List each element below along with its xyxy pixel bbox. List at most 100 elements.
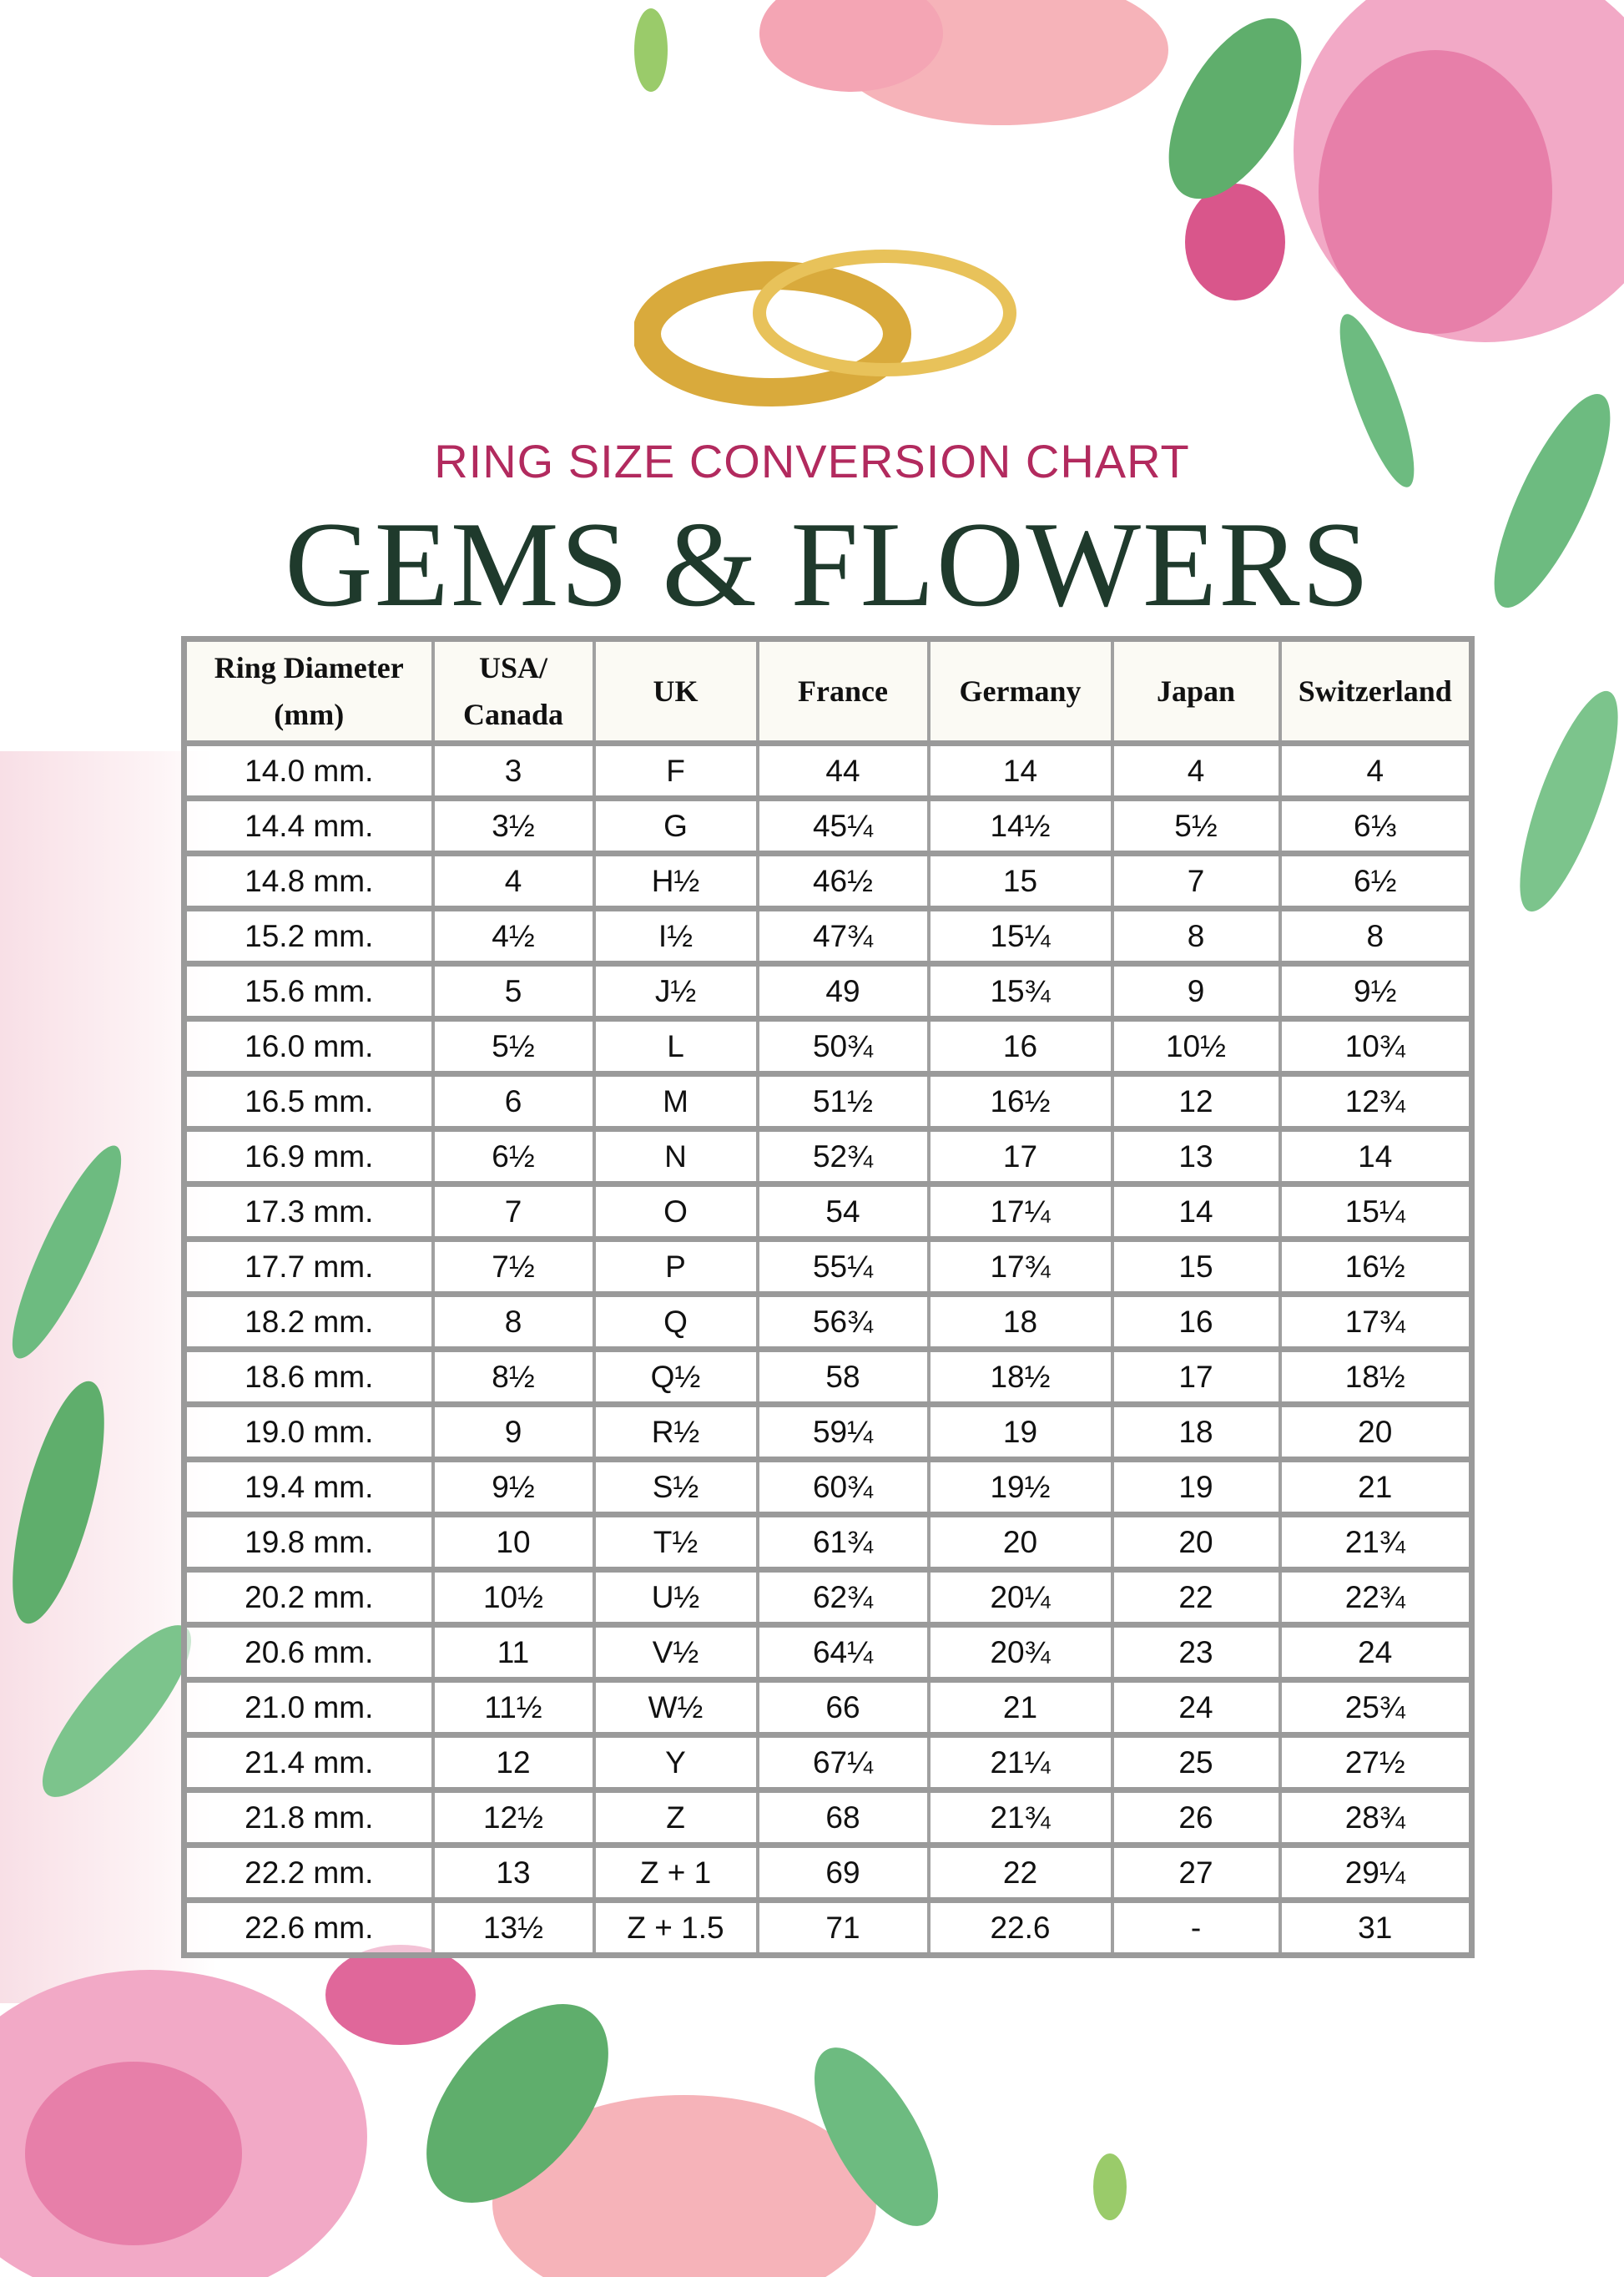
cell-uk: W½ (592, 1678, 759, 1737)
cell-germany: 16 (926, 1017, 1114, 1076)
cell-uk: L (592, 1017, 759, 1076)
cell-diameter: 15.6 mm. (182, 962, 435, 1021)
cell-uk: Q (592, 1292, 759, 1351)
cell-france: 67¼ (755, 1733, 931, 1792)
cell-usa: 13 (431, 1843, 596, 1902)
cell-diameter: 16.0 mm. (182, 1017, 435, 1076)
cell-usa: 8½ (431, 1347, 596, 1406)
cell-uk: J½ (592, 962, 759, 1021)
cell-france: 54 (755, 1182, 931, 1241)
cell-diameter: 21.4 mm. (182, 1733, 435, 1792)
cell-japan: 15 (1110, 1237, 1282, 1296)
cell-germany: 17¼ (926, 1182, 1114, 1241)
cell-france: 50¾ (755, 1017, 931, 1076)
cell-germany: 18½ (926, 1347, 1114, 1406)
cell-uk: M (592, 1072, 759, 1131)
column-header-germany: Germany (926, 637, 1114, 745)
cell-usa: 6½ (431, 1127, 596, 1186)
cell-germany: 15 (926, 851, 1114, 911)
cell-germany: 15¼ (926, 906, 1114, 966)
cell-switzerland: 4 (1278, 741, 1474, 800)
table-row: 20.2 mm. 10½ U½ 62¾ 20¼ 22 22¾ (182, 1568, 1474, 1627)
cell-uk: P (592, 1237, 759, 1296)
cell-germany: 16½ (926, 1072, 1114, 1131)
cell-japan: 27 (1110, 1843, 1282, 1902)
cell-usa: 3 (431, 741, 596, 800)
table-row: 18.6 mm. 8½ Q½ 58 18½ 17 18½ (182, 1347, 1474, 1406)
cell-switzerland: 8 (1278, 906, 1474, 966)
cell-usa: 13½ (431, 1898, 596, 1957)
cell-usa: 12 (431, 1733, 596, 1792)
cell-usa: 7 (431, 1182, 596, 1241)
cell-japan: 7 (1110, 851, 1282, 911)
table-row: 15.2 mm. 4½ I½ 47¾ 15¼ 8 8 (182, 906, 1474, 966)
cell-diameter: 14.0 mm. (182, 741, 435, 800)
cell-uk: O (592, 1182, 759, 1241)
cell-uk: H½ (592, 851, 759, 911)
table-row: 16.5 mm. 6 M 51½ 16½ 12 12¾ (182, 1072, 1474, 1131)
table-row: 14.8 mm. 4 H½ 46½ 15 7 6½ (182, 851, 1474, 911)
cell-diameter: 20.6 mm. (182, 1623, 435, 1682)
cell-diameter: 18.2 mm. (182, 1292, 435, 1351)
cell-france: 62¾ (755, 1568, 931, 1627)
cell-usa: 8 (431, 1292, 596, 1351)
cell-uk: S½ (592, 1457, 759, 1517)
gold-rings-image (634, 250, 1016, 406)
cell-switzerland: 28¾ (1278, 1788, 1474, 1847)
table-row: 17.7 mm. 7½ P 55¼ 17¾ 15 16½ (182, 1237, 1474, 1296)
cell-switzerland: 20 (1278, 1402, 1474, 1462)
cell-switzerland: 12¾ (1278, 1072, 1474, 1131)
cell-france: 60¾ (755, 1457, 931, 1517)
cell-france: 68 (755, 1788, 931, 1847)
cell-germany: 19 (926, 1402, 1114, 1462)
cell-usa: 4 (431, 851, 596, 911)
cell-usa: 7½ (431, 1237, 596, 1296)
cell-switzerland: 18½ (1278, 1347, 1474, 1406)
cell-japan: 26 (1110, 1788, 1282, 1847)
cell-uk: N (592, 1127, 759, 1186)
chart-subtitle: RING SIZE CONVERSION CHART (434, 435, 1190, 487)
cell-diameter: 20.2 mm. (182, 1568, 435, 1627)
cell-japan: 18 (1110, 1402, 1282, 1462)
table-row: 16.0 mm. 5½ L 50¾ 16 10½ 10¾ (182, 1017, 1474, 1076)
table-row: 21.0 mm. 11½ W½ 66 21 24 25¾ (182, 1678, 1474, 1737)
cell-france: 44 (755, 741, 931, 800)
cell-germany: 19½ (926, 1457, 1114, 1517)
cell-diameter: 14.4 mm. (182, 796, 435, 856)
table-row: 19.0 mm. 9 R½ 59¼ 19 18 20 (182, 1402, 1474, 1462)
cell-france: 69 (755, 1843, 931, 1902)
cell-france: 52¾ (755, 1127, 931, 1186)
left-leaves (12, 1145, 192, 1797)
cell-uk: Z + 1 (592, 1843, 759, 1902)
cell-switzerland: 21¾ (1278, 1512, 1474, 1572)
cell-france: 45¼ (755, 796, 931, 856)
cell-japan: 14 (1110, 1182, 1282, 1241)
cell-germany: 18 (926, 1292, 1114, 1351)
cell-diameter: 14.8 mm. (182, 851, 435, 911)
table-row: 17.3 mm. 7 O 54 17¼ 14 15¼ (182, 1182, 1474, 1241)
cell-germany: 20¼ (926, 1568, 1114, 1627)
cell-usa: 4½ (431, 906, 596, 966)
table-row: 21.4 mm. 12 Y 67¼ 21¼ 25 27½ (182, 1733, 1474, 1792)
cell-usa: 10½ (431, 1568, 596, 1627)
brand-title: GEMS & FLOWERS (285, 497, 1371, 632)
table-row: 22.2 mm. 13 Z + 1 69 22 27 29¼ (182, 1843, 1474, 1902)
cell-switzerland: 25¾ (1278, 1678, 1474, 1737)
cell-japan: 8 (1110, 906, 1282, 966)
table-header-row: Ring Diameter (mm) USA/ Canada UK France… (182, 637, 1474, 745)
cell-japan: 17 (1110, 1347, 1282, 1406)
cell-japan: 16 (1110, 1292, 1282, 1351)
cell-japan: - (1110, 1898, 1282, 1957)
table-row: 14.0 mm. 3 F 44 14 4 4 (182, 741, 1474, 800)
cell-switzerland: 6⅓ (1278, 796, 1474, 856)
cell-diameter: 17.3 mm. (182, 1182, 435, 1241)
cell-diameter: 19.4 mm. (182, 1457, 435, 1517)
cell-switzerland: 31 (1278, 1898, 1474, 1957)
cell-usa: 3½ (431, 796, 596, 856)
cell-japan: 5½ (1110, 796, 1282, 856)
cell-uk: G (592, 796, 759, 856)
cell-switzerland: 22¾ (1278, 1568, 1474, 1627)
column-header-usa: USA/ Canada (431, 637, 596, 745)
cell-diameter: 21.8 mm. (182, 1788, 435, 1847)
